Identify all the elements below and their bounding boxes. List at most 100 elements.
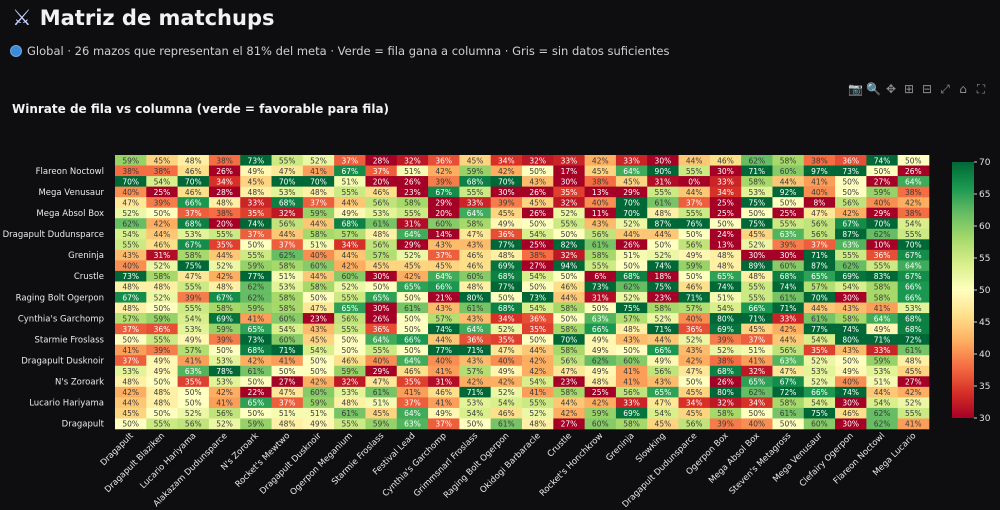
- cell-value-label: 29%: [623, 188, 640, 197]
- heatmap-cell: [208, 397, 241, 409]
- camera-icon[interactable]: 📷: [848, 82, 863, 96]
- cell-value-label: 50%: [248, 378, 265, 387]
- pan-icon[interactable]: ✥: [885, 82, 897, 96]
- cell-value-label: 53%: [279, 188, 296, 197]
- heatmap-cell: [647, 249, 679, 261]
- cell-value-label: 68%: [279, 198, 296, 207]
- heatmap-cell: [490, 365, 523, 377]
- heatmap-cell: [302, 365, 335, 377]
- cell-value-label: 46%: [467, 262, 484, 271]
- cell-value-label: 31%: [655, 177, 672, 186]
- cell-value-label: 50%: [310, 367, 327, 376]
- heatmap-cell: [709, 249, 742, 261]
- cell-value-label: 55%: [404, 209, 421, 218]
- heatmap-cell: [522, 228, 554, 240]
- heatmap-cell: [177, 365, 210, 377]
- cell-value-label: 51%: [874, 378, 891, 387]
- row-tick-label: Greninja: [68, 251, 104, 261]
- cell-value-label: 41%: [623, 367, 640, 376]
- cell-value-label: 52%: [529, 409, 546, 418]
- cell-value-label: 72%: [905, 335, 922, 344]
- cell-value-label: 56%: [279, 220, 296, 229]
- cell-value-label: 48%: [717, 251, 734, 260]
- heatmap-cell: [302, 397, 335, 409]
- heatmap-cell: [365, 228, 398, 240]
- heatmap-cell: [553, 176, 585, 187]
- cell-value-label: 44%: [529, 346, 546, 355]
- heatmap-cell: [584, 270, 617, 282]
- cell-value-label: 49%: [498, 220, 515, 229]
- cell-value-label: 33%: [874, 346, 891, 355]
- heatmap-cell: [835, 334, 867, 345]
- cell-value-label: 43%: [435, 241, 452, 250]
- heatmap-cell: [146, 186, 178, 198]
- cell-value-label: 68%: [623, 272, 640, 281]
- heatmap-cell: [709, 186, 742, 198]
- cell-value-label: 61%: [498, 420, 515, 429]
- heatmap-cell: [428, 165, 460, 177]
- heatmap-cell: [302, 292, 335, 303]
- heatmap-cell: [334, 165, 366, 177]
- fullscreen-icon[interactable]: ⛶: [976, 82, 986, 96]
- heatmap-cell: [146, 313, 178, 324]
- heatmap-cell: [240, 270, 272, 282]
- cell-value-label: 49%: [310, 420, 327, 429]
- heatmap-cell: [271, 165, 304, 177]
- row-tick-label: Mega Absol Box: [36, 209, 104, 219]
- cell-value-label: 67%: [842, 220, 859, 229]
- heatmap-cell: [177, 239, 210, 251]
- autoscale-icon[interactable]: ⤢: [940, 82, 950, 96]
- cell-value-label: 67%: [780, 378, 797, 387]
- heatmap-cell: [240, 249, 272, 261]
- heatmap-cell: [490, 418, 523, 430]
- cell-value-label: 70%: [623, 198, 640, 207]
- heatmap-cell: [803, 176, 836, 187]
- heatmap-cell: [772, 281, 805, 293]
- heatmap-cell: [146, 407, 178, 419]
- heatmap-cell: [647, 165, 679, 177]
- cell-value-label: 39%: [498, 198, 515, 207]
- heatmap-cell: [459, 207, 491, 219]
- heatmap-cell: [584, 397, 617, 409]
- cell-value-label: 59%: [154, 314, 171, 323]
- zoom-in-icon[interactable]: ⊞: [903, 82, 915, 96]
- cell-value-label: 50%: [529, 220, 546, 229]
- heatmap-cell: [146, 281, 178, 293]
- column-tick-label: Rocket's Honchkrow: [538, 431, 606, 499]
- cell-value-label: 38%: [592, 177, 609, 186]
- heatmap-cell: [647, 313, 679, 324]
- heatmap-cell: [709, 165, 742, 177]
- heatmap-cell: [615, 165, 648, 177]
- cell-value-label: 61%: [780, 293, 797, 302]
- heatmap-cell: [741, 355, 773, 367]
- cell-value-label: 73%: [248, 156, 265, 165]
- cell-value-label: 64%: [467, 209, 484, 218]
- heatmap-cell: [459, 218, 491, 230]
- cell-value-label: 41%: [279, 357, 296, 366]
- heatmap-cell: [459, 344, 491, 356]
- zoom-out-icon[interactable]: ⊟: [921, 82, 933, 96]
- cell-value-label: 71%: [279, 346, 296, 355]
- cell-value-label: 77%: [498, 283, 515, 292]
- heatmap-cell: [803, 302, 836, 314]
- cell-value-label: 50%: [780, 198, 797, 207]
- cell-value-label: 59%: [874, 188, 891, 197]
- heatmap-cell: [615, 302, 648, 314]
- heatmap-cell: [177, 249, 210, 261]
- cell-value-label: 31%: [592, 293, 609, 302]
- cell-value-label: 14%: [435, 230, 452, 239]
- zoom-icon[interactable]: 🔍: [866, 82, 881, 96]
- heatmap-cell: [553, 355, 585, 367]
- cell-value-label: 42%: [248, 357, 265, 366]
- heatmap-cell: [459, 418, 491, 430]
- heatmap-cell: [271, 228, 304, 240]
- home-icon[interactable]: ⌂: [959, 82, 967, 96]
- cell-value-label: 39%: [216, 335, 233, 344]
- cell-value-label: 52%: [811, 378, 828, 387]
- cell-value-label: 37%: [686, 198, 703, 207]
- heatmap-cell: [177, 418, 210, 430]
- heatmap-cell: [302, 165, 335, 177]
- heatmap-cell: [772, 418, 805, 430]
- heatmap-cell: [835, 344, 867, 356]
- cell-value-label: 70%: [874, 220, 891, 229]
